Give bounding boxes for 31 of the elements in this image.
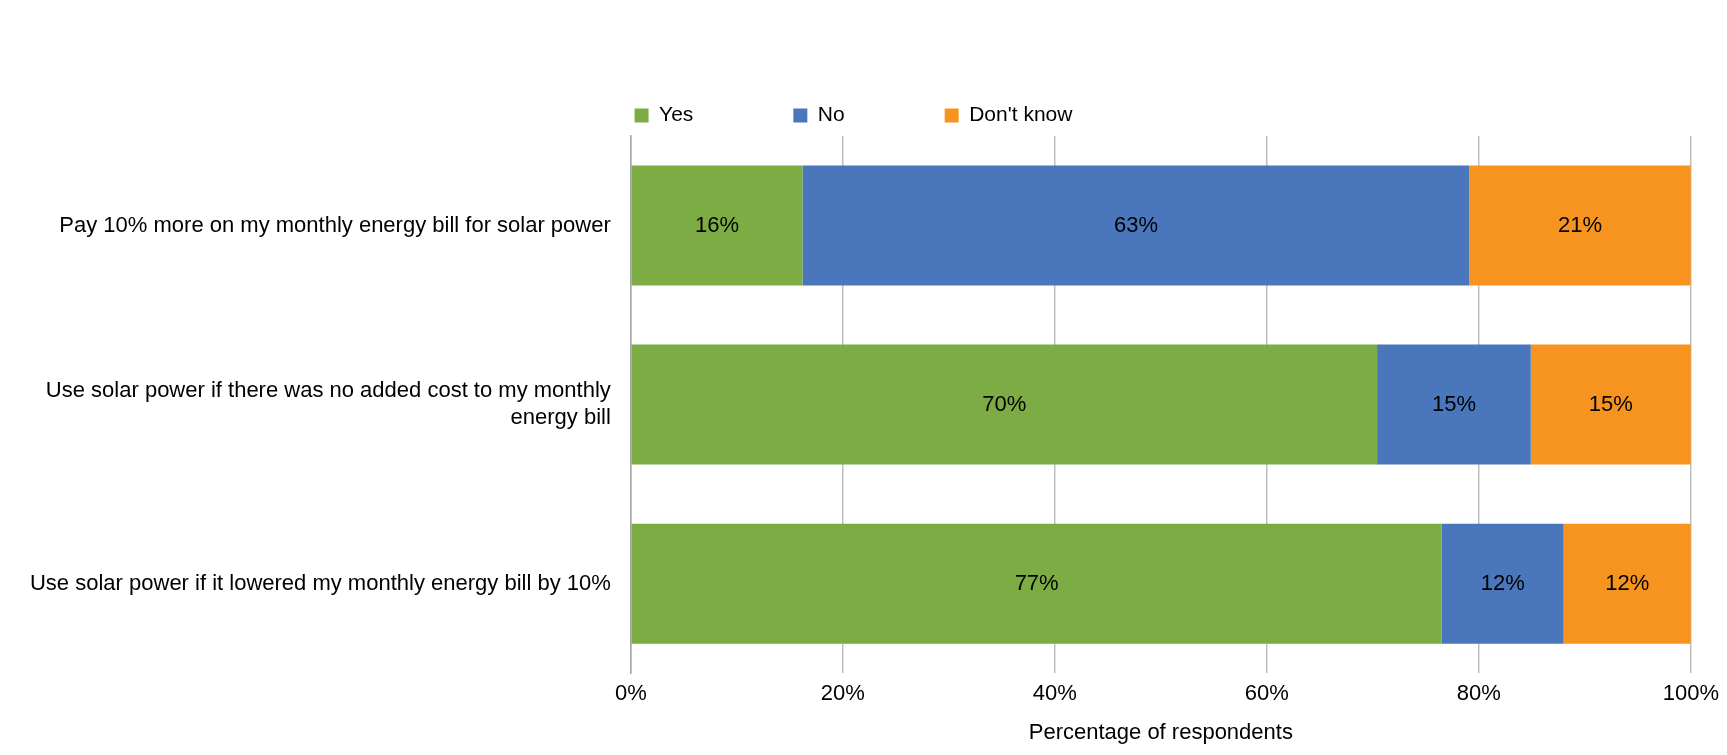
legend-label: No — [817, 102, 845, 126]
x-tick-label: 40% — [1032, 680, 1077, 706]
bar — [631, 523, 1442, 644]
x-axis-title: Percentage of respondents — [1028, 718, 1293, 744]
bar — [631, 165, 803, 286]
legend-label: Don't know — [969, 102, 1074, 126]
bar — [1469, 165, 1691, 286]
data-label: 15% — [1431, 390, 1476, 416]
data-label: 16% — [695, 211, 740, 237]
data-label: 21% — [1558, 211, 1603, 237]
data-label: 70% — [982, 390, 1027, 416]
x-tick-label: 0% — [614, 680, 647, 706]
x-tick-label: 20% — [820, 680, 865, 706]
x-tick-label: 100% — [1662, 680, 1720, 706]
data-label: 63% — [1113, 211, 1158, 237]
legend-label: Yes — [659, 102, 694, 126]
y-tick-label: Use solar power if it lowered my monthly energy bill by 10% — [29, 569, 611, 595]
data-label: 77% — [1014, 569, 1059, 595]
y-tick-label: Pay 10% more on my monthly energy bill for solar power — [59, 211, 611, 237]
x-tick-label: 80% — [1456, 680, 1501, 706]
bar — [802, 165, 1470, 286]
x-tick-label: 60% — [1244, 680, 1289, 706]
bar — [1377, 344, 1531, 465]
data-label: 12% — [1480, 569, 1525, 595]
data-label: 15% — [1588, 390, 1633, 416]
bar — [1563, 523, 1691, 644]
y-tick-label: Use solar power if there was no added cost to my monthly energy bill — [45, 377, 611, 429]
bar — [1441, 523, 1564, 644]
bar — [1530, 344, 1691, 465]
bar — [631, 344, 1378, 465]
data-label: 12% — [1605, 569, 1650, 595]
